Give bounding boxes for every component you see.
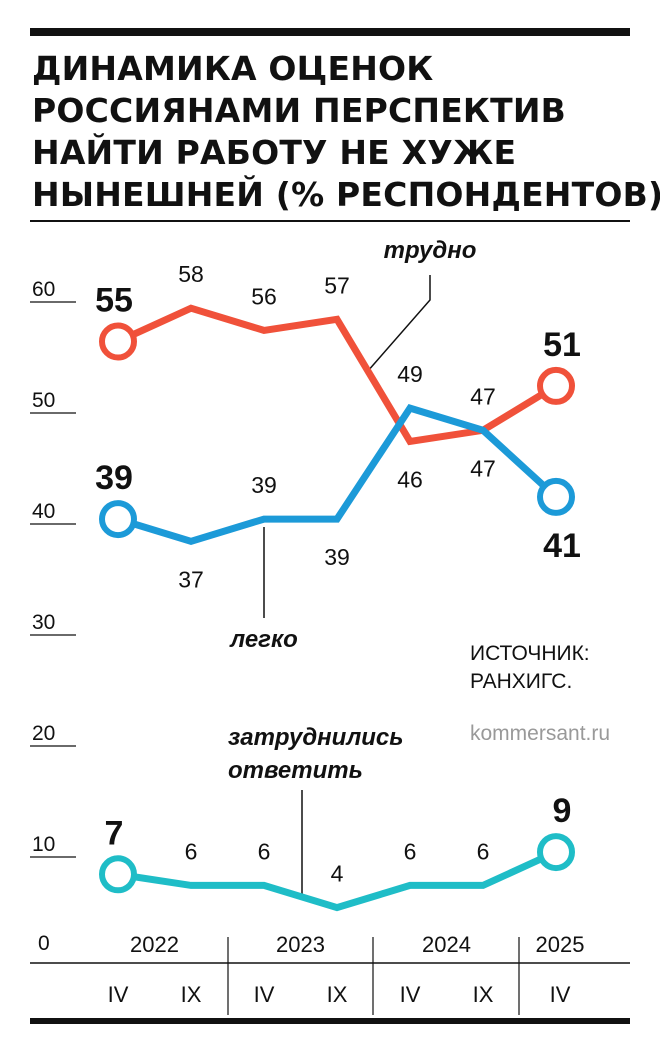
data-label: 47 — [470, 455, 496, 481]
data-label: 39 — [251, 472, 277, 498]
data-label: 57 — [324, 272, 350, 298]
series-marker-2 — [537, 833, 575, 872]
chart-title: ДИНАМИКА ОЦЕНОК РОССИЯНАМИ ПЕРСПЕКТИВ НА… — [32, 48, 660, 216]
series-name-otvetit: ответить — [228, 757, 363, 784]
series-marker-0 — [537, 366, 575, 405]
x-tick-label: IV — [400, 982, 421, 1007]
title-line-4: НЫНЕШНЕЙ (% РЕСПОНДЕНТОВ) — [32, 175, 660, 214]
data-label: 56 — [251, 283, 277, 309]
y-tick-label: 10 — [32, 833, 55, 856]
data-label: 7 — [105, 814, 124, 852]
data-label: 4 — [331, 861, 344, 887]
data-label: 51 — [543, 326, 581, 364]
year-label: 2024 — [422, 932, 471, 957]
title-line-1: ДИНАМИКА ОЦЕНОК — [32, 49, 434, 88]
series-name-zatrudnilis: затруднились — [228, 724, 404, 751]
x-tick-label: IV — [108, 982, 129, 1007]
series-marker-2 — [99, 855, 137, 894]
title-line-3: НАЙТИ РАБОТУ НЕ ХУЖЕ — [32, 133, 517, 172]
series-marker-1 — [99, 500, 137, 539]
top-rule — [30, 28, 630, 36]
series-line-1 — [116, 403, 559, 545]
data-label: 6 — [477, 838, 490, 864]
source-line-2: РАНХИГС. — [470, 670, 573, 693]
callout-line-trudno — [366, 275, 431, 373]
year-label: 2025 — [536, 932, 585, 957]
year-label: 2022 — [130, 932, 179, 957]
data-label: 39 — [324, 544, 350, 570]
title-rule — [30, 220, 630, 222]
data-label: 58 — [178, 261, 204, 287]
x-tick-label: IV — [550, 982, 571, 1007]
data-label: 46 — [397, 466, 423, 492]
data-label: 9 — [553, 792, 572, 830]
source-line-1: ИСТОЧНИК: — [470, 642, 590, 665]
x-tick-label: IX — [473, 982, 494, 1007]
data-label: 41 — [543, 527, 581, 565]
series-marker-1 — [537, 477, 575, 516]
series-name-trudno: трудно — [384, 237, 477, 264]
y-tick-label: 40 — [32, 500, 55, 523]
x-tick-label: IX — [327, 982, 348, 1007]
x-tick-label: IV — [254, 982, 275, 1007]
data-label: 6 — [185, 838, 198, 864]
site-credit: kommersant.ru — [470, 722, 611, 745]
data-label: 49 — [397, 361, 423, 387]
y-tick-label: 30 — [32, 611, 55, 634]
series-name-legko: легко — [229, 626, 298, 653]
data-label: 55 — [95, 282, 133, 320]
data-label: 6 — [258, 838, 271, 864]
source-note: ИСТОЧНИК: РАНХИГС. — [470, 640, 590, 696]
bottom-rule — [30, 1018, 630, 1024]
series-marker-0 — [99, 322, 137, 361]
y-tick-label: 50 — [32, 389, 55, 412]
x-tick-label: IX — [181, 982, 202, 1007]
data-label: 47 — [470, 383, 496, 409]
y-tick-label: 0 — [38, 932, 50, 955]
data-label: 39 — [95, 459, 133, 497]
data-label: 6 — [404, 838, 417, 864]
data-label: 37 — [178, 566, 204, 592]
y-tick-label: 20 — [32, 722, 55, 745]
y-tick-label: 60 — [32, 278, 55, 301]
series-line-0 — [116, 304, 558, 446]
year-label: 2023 — [276, 932, 325, 957]
series-line-2 — [117, 848, 558, 912]
title-line-2: РОССИЯНАМИ ПЕРСПЕКТИВ — [32, 91, 566, 130]
